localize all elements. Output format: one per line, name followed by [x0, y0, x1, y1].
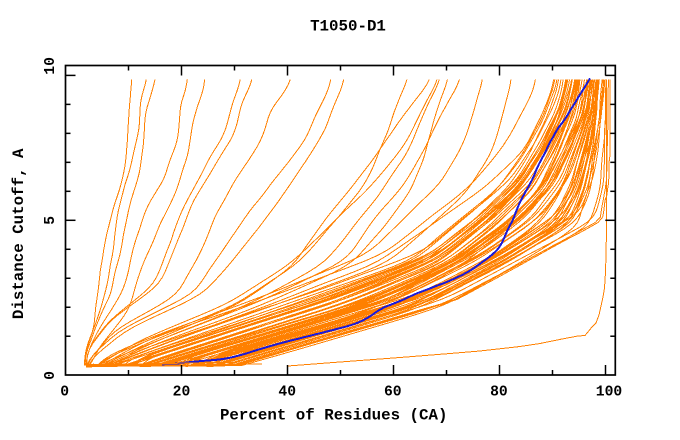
- svg-text:5: 5: [43, 216, 59, 225]
- svg-text:80: 80: [490, 384, 508, 400]
- svg-text:Percent of Residues (CA): Percent of Residues (CA): [220, 407, 448, 425]
- svg-text:0: 0: [60, 384, 69, 400]
- svg-text:100: 100: [596, 384, 622, 400]
- svg-text:20: 20: [173, 384, 191, 400]
- svg-text:10: 10: [43, 57, 59, 75]
- svg-text:60: 60: [384, 384, 402, 400]
- svg-text:40: 40: [278, 384, 296, 400]
- svg-text:Distance Cutoff, A: Distance Cutoff, A: [10, 148, 28, 319]
- svg-text:T1050-D1: T1050-D1: [310, 18, 386, 36]
- svg-text:0: 0: [43, 371, 59, 380]
